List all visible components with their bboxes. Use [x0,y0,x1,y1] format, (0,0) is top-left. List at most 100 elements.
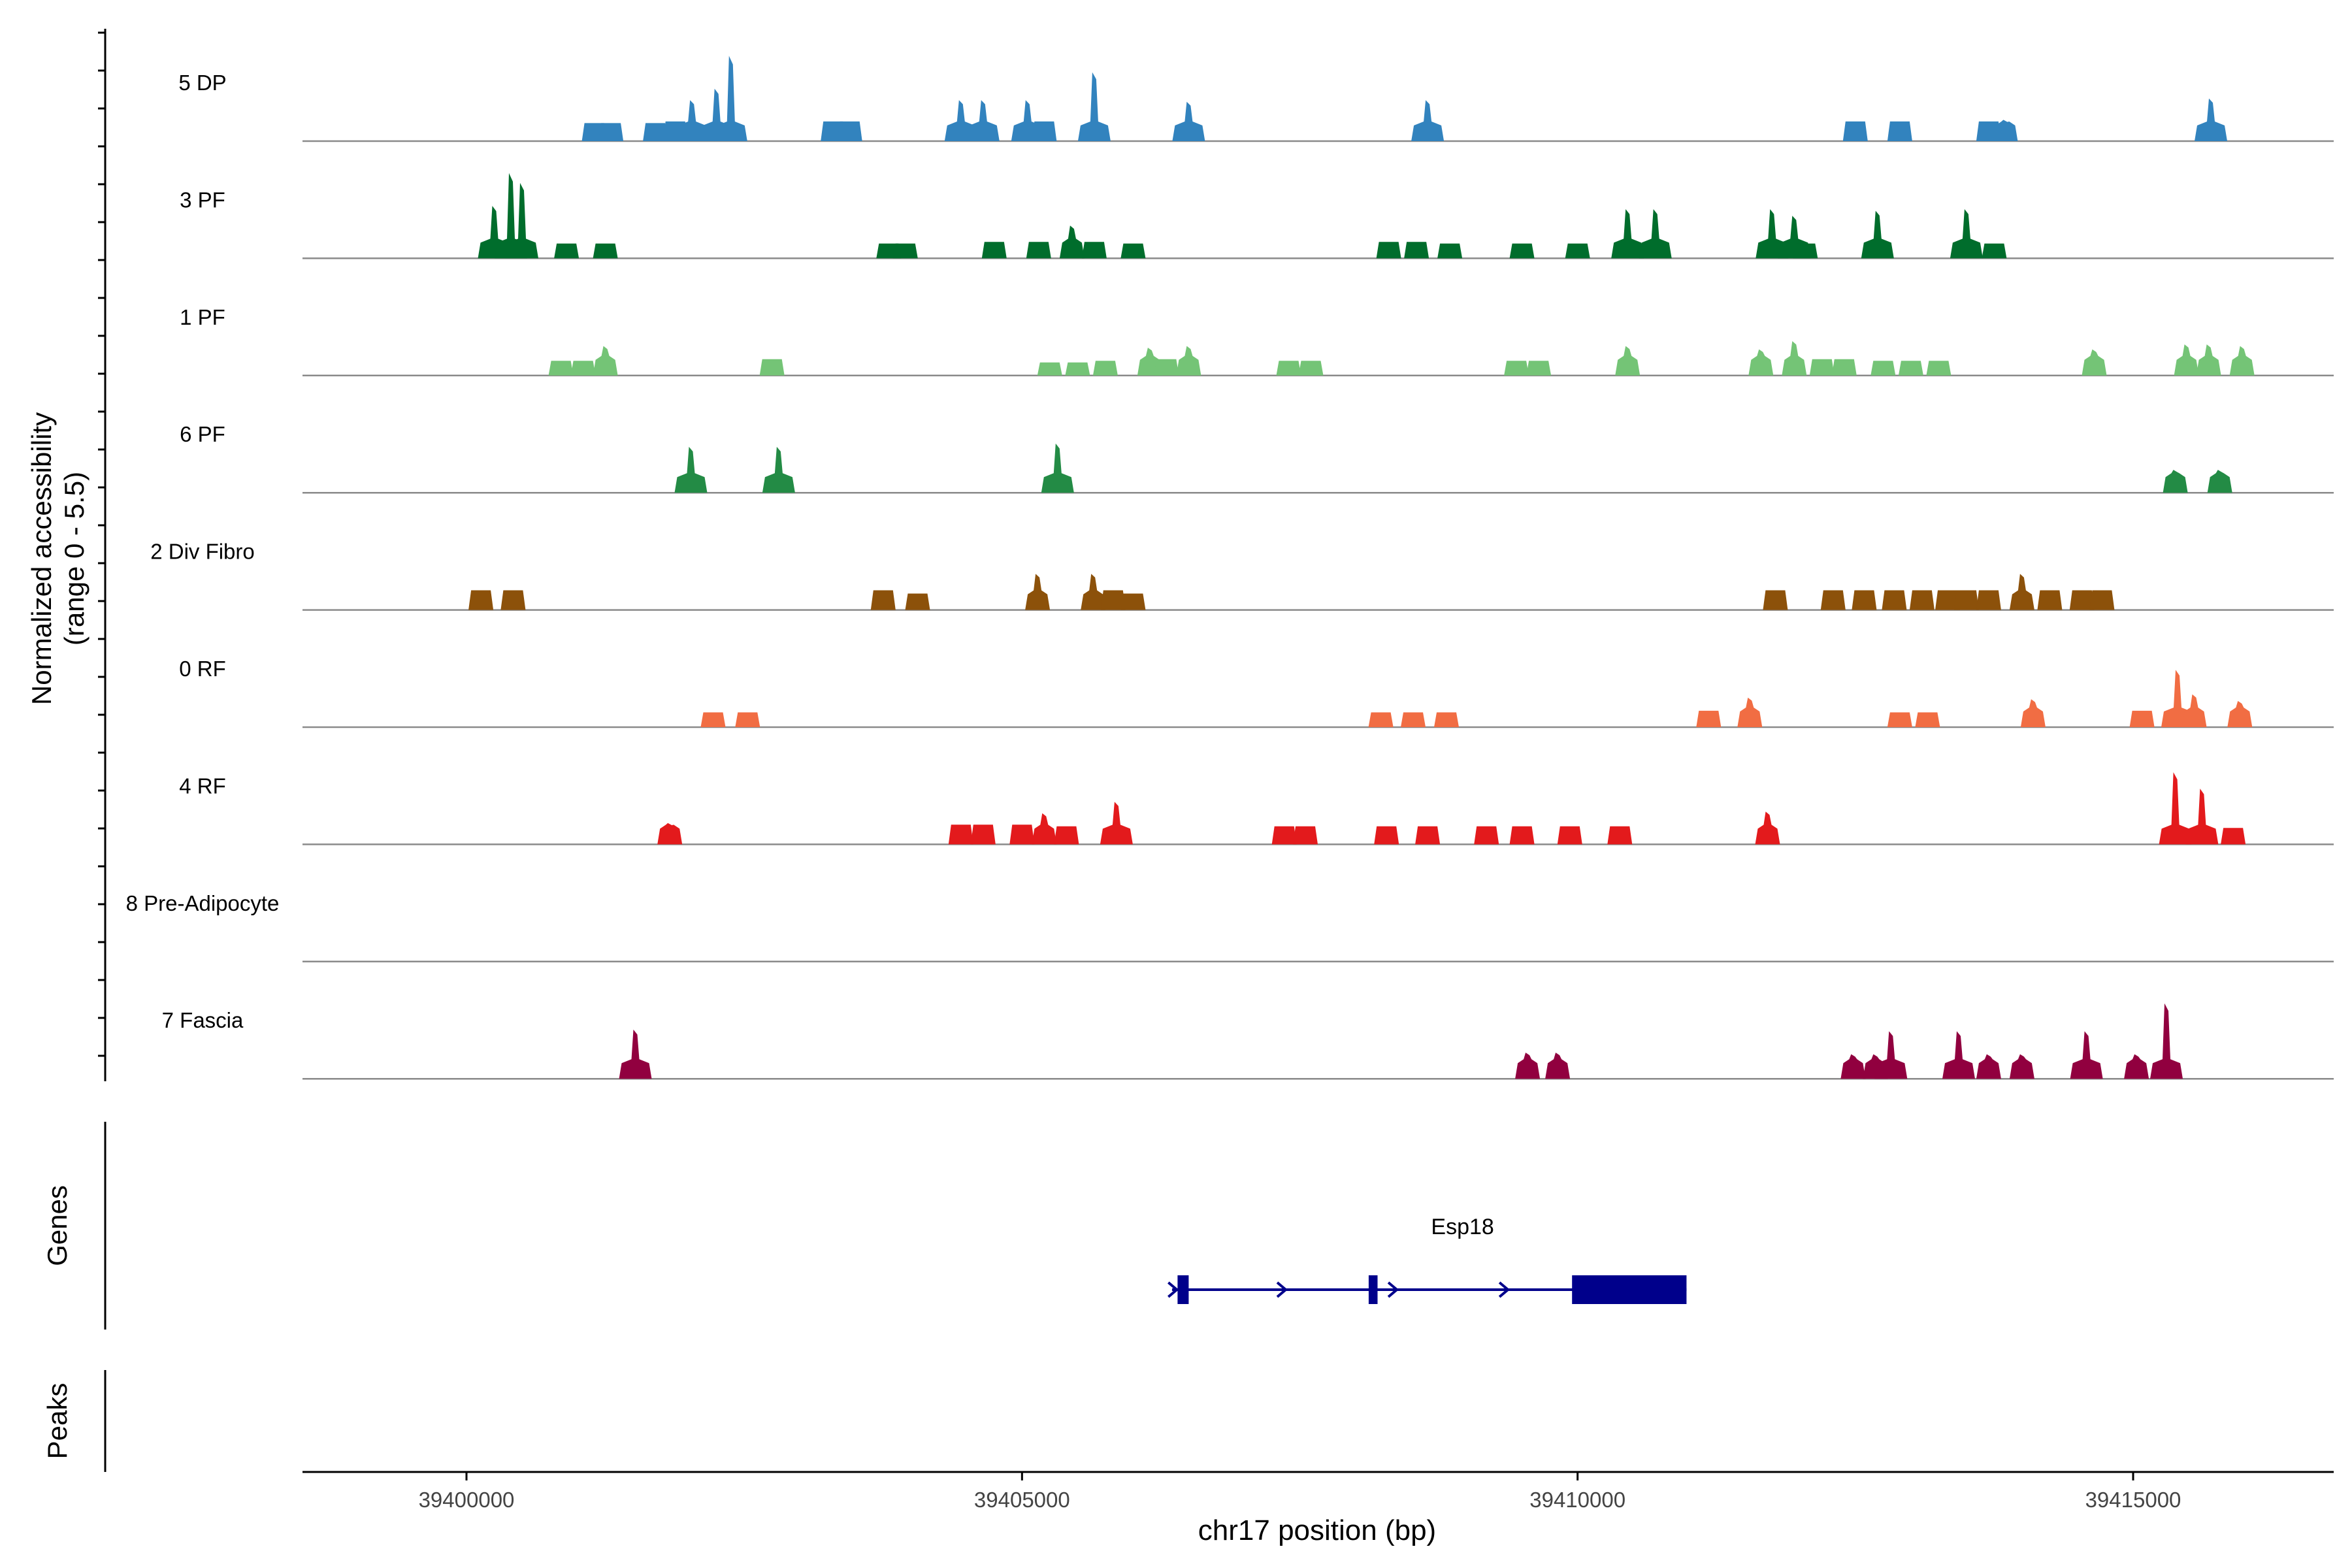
peak-2-div-fibro [1882,590,1907,610]
peak-4-rf [948,825,973,845]
peak-3-pf [1950,209,1983,259]
peak-4-rf [1293,826,1318,845]
peaks-panel-label: Peaks [42,1383,73,1460]
peak-1-pf [1782,341,1807,376]
track-label-6-pf: 6 PF [180,422,225,446]
peak-0-rf [1737,697,1763,727]
peak-5-dp [966,100,1000,141]
peak-5-dp [1411,100,1445,141]
peak-2-div-fibro [1909,590,1935,610]
peak-3-pf [1437,243,1463,259]
track-label-8-pre-adipocyte: 8 Pre-Adipocyte [126,891,280,915]
peak-1-pf [2174,344,2199,376]
peak-7-fascia [2070,1031,2103,1079]
peak-1-pf [1276,361,1301,376]
peak-3-pf [1026,242,1051,259]
peak-3-pf [1376,242,1401,259]
peak-7-fascia [1515,1053,1541,1079]
track-label-4-rf: 4 RF [179,774,226,798]
peak-5-dp [1172,101,1205,141]
track-4-rf: 4 RF [179,772,2334,845]
peak-2-div-fibro [500,590,526,610]
peak-1-pf [593,346,618,376]
accessibility-tracks: 5 DP 3 PF 1 PF 6 PF 2 Div Fibro 0 RF 4 RF 8 Pre… [126,56,2334,1080]
strand-arrow [1387,1281,1399,1298]
gene-name-label: Esp18 [1431,1215,1494,1239]
peak-1-pf [2229,346,2255,376]
peak-1-pf [1154,359,1179,376]
peak-1-pf [1870,361,1896,376]
peak-5-dp [1993,120,2018,141]
peak-6-pf [762,446,795,493]
peak-4-rf [1032,813,1057,845]
peak-1-pf [570,361,596,376]
strand-arrow [1168,1281,1179,1298]
peak-2-div-fibro [870,590,896,610]
peak-2-div-fibro [2089,590,2115,610]
peak-1-pf [1831,359,1857,376]
peak-1-pf [1298,361,1324,376]
peak-5-dp [598,123,624,141]
peak-2-div-fibro [2037,590,2063,610]
peak-0-rf [1368,712,1394,727]
peak-0-rf [1696,710,1722,727]
peak-4-rf [1474,826,1499,845]
peak-4-rf [2221,828,2246,845]
peak-4-rf [1054,826,1079,845]
peak-7-fascia [2150,1003,2183,1079]
peak-1-pf [1898,361,1923,376]
peak-1-pf [2082,349,2107,376]
peak-2-div-fibro [1763,590,1788,610]
peak-2-div-fibro [1025,574,1051,610]
peak-7-fascia [1545,1053,1571,1079]
peak-4-rf [1755,811,1780,845]
peak-0-rf [700,712,726,727]
peak-0-rf [2181,694,2207,727]
peak-3-pf [506,183,538,259]
peak-0-rf [735,712,760,727]
peak-3-pf [1793,243,1818,259]
peak-5-dp [837,121,862,141]
peak-3-pf [593,243,618,259]
peak-6-pf [1041,443,1074,493]
peak-3-pf [1982,243,2007,259]
peak-3-pf [1059,225,1085,259]
x-tick-label: 39400000 [419,1488,515,1512]
peak-4-rf [1100,802,1133,845]
track-2-div-fibro: 2 Div Fibro [150,540,2334,611]
accessibility-y-ticks [98,31,105,1057]
peak-1-pf [1065,362,1090,376]
peak-4-rf [1009,825,1035,845]
peak-0-rf [1915,712,1940,727]
track-5-dp: 5 DP [178,56,2334,142]
y-axis-title-line2: (range 0 - 5.5) [59,472,90,645]
peak-3-pf [1404,242,1429,259]
peak-0-rf [1401,712,1426,727]
track-label-7-fascia: 7 Fascia [162,1008,244,1032]
peak-5-dp [1842,121,1868,141]
peak-4-rf [1607,826,1633,845]
peak-1-pf [1092,361,1118,376]
peak-1-pf [759,359,785,376]
track-label-2-div-fibro: 2 Div Fibro [150,540,255,564]
peak-4-rf [1415,826,1441,845]
peak-2-div-fibro [1120,593,1146,610]
peak-3-pf [1509,243,1535,259]
peak-7-fascia [2124,1054,2149,1079]
peak-1-pf [1748,349,1774,376]
peak-2-div-fibro [1935,590,1960,610]
peak-3-pf [1611,209,1644,259]
genes-panel-label: Genes [42,1185,73,1266]
peak-4-rf [2159,772,2192,845]
strand-arrow [1276,1281,1288,1298]
peak-5-dp [1077,72,1111,141]
peak-2-div-fibro [1820,590,1846,610]
peak-7-fascia [1976,1054,2001,1079]
track-3-pf: 3 PF [180,172,2334,259]
peak-4-rf [1374,826,1399,845]
peak-6-pf [2207,470,2232,493]
peak-2-div-fibro [1081,574,1106,610]
peak-3-pf [1565,243,1590,259]
peak-6-pf [2163,470,2188,493]
